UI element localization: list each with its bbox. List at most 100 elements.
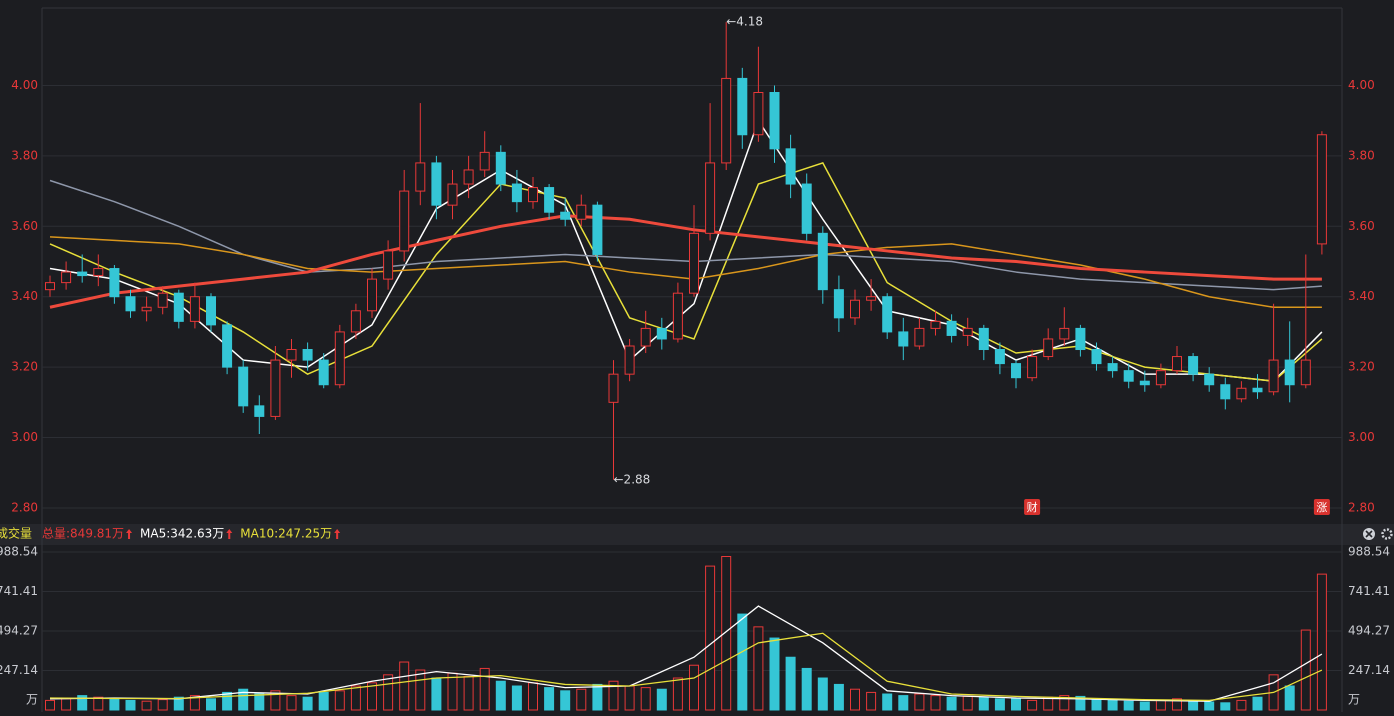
y-tick-label: 741.41	[0, 584, 38, 598]
y-tick-label: 3.60	[11, 219, 38, 233]
candle-body	[61, 271, 72, 284]
ma-line	[49, 162, 1323, 382]
volume-bar	[383, 674, 394, 711]
candle-body	[1188, 356, 1199, 375]
candle-body	[1268, 359, 1279, 393]
volume-bar	[1220, 702, 1231, 711]
volume-bar	[1252, 696, 1263, 711]
volume-bar	[1284, 685, 1295, 711]
event-marker-label: 财	[1027, 500, 1038, 514]
volume-bar	[544, 687, 555, 711]
candle-body	[206, 296, 216, 326]
candle-body	[93, 268, 104, 277]
volume-bar	[946, 696, 957, 711]
volume-bar	[479, 667, 490, 711]
candle-body	[334, 331, 345, 386]
candle-body	[1155, 370, 1166, 386]
y-tick-label: 3.20	[1348, 360, 1375, 374]
candle-body	[737, 77, 748, 136]
candle-body	[318, 359, 329, 386]
candle-body	[383, 250, 394, 280]
event-marker	[1024, 499, 1041, 515]
volume-bar	[833, 683, 844, 711]
y-tick-label: 494.27	[0, 623, 38, 637]
volume-bar	[109, 698, 120, 711]
volume-bar	[1107, 699, 1118, 711]
volume-bar	[817, 677, 828, 711]
candle-body	[801, 183, 812, 234]
y-tick-label: 3.00	[1348, 430, 1375, 444]
candle-body	[45, 282, 55, 291]
volume-bar	[463, 675, 474, 711]
volume-bar	[850, 688, 860, 711]
candle-body	[302, 349, 313, 361]
candle-body	[1043, 338, 1054, 358]
candle-body	[672, 292, 683, 340]
volume-bar	[334, 690, 345, 711]
candle-body	[1316, 134, 1327, 245]
volume-bar	[721, 556, 732, 711]
candle-body	[624, 345, 635, 375]
candle-body	[1123, 370, 1134, 382]
candle-body	[270, 359, 281, 417]
candle-body	[1252, 387, 1263, 393]
candle-body	[125, 296, 136, 312]
candle-body	[463, 169, 474, 185]
settings-button[interactable]	[1381, 528, 1393, 540]
candle-body	[833, 289, 844, 319]
candle-body	[930, 320, 941, 329]
candle-body	[511, 183, 522, 203]
volume-stat: MA10:247.25万	[240, 527, 332, 541]
volume-bar	[528, 682, 538, 711]
volume-bar	[77, 695, 88, 711]
candle-body	[640, 327, 651, 347]
volume-bar	[495, 680, 506, 711]
y-tick-label: 247.14	[1348, 663, 1390, 677]
candle-body	[753, 92, 764, 136]
candle-body	[592, 204, 603, 255]
candle-body	[495, 151, 506, 185]
volume-bar	[45, 699, 55, 711]
candle-body	[77, 271, 88, 277]
volume-bar	[431, 677, 442, 711]
volume-bar	[189, 695, 200, 711]
candle-body	[399, 190, 410, 252]
candle-body	[286, 349, 297, 361]
volume-bar	[1172, 698, 1182, 711]
y-tick-label: 4.00	[11, 78, 38, 92]
ma-line	[49, 632, 1323, 702]
candle-body	[431, 162, 442, 206]
ma-line	[49, 605, 1323, 702]
up-arrow	[226, 529, 233, 539]
volume-bar	[1204, 701, 1215, 711]
y-tick-label: 988.54	[1348, 544, 1390, 558]
candle-body	[222, 324, 233, 368]
candle-body	[415, 162, 426, 192]
volume-bar	[1075, 695, 1086, 711]
candle-body	[447, 183, 458, 206]
candle-body	[1091, 349, 1102, 365]
volume-bar	[367, 682, 377, 711]
volume-header-bar	[0, 524, 1394, 545]
unit-label: 万	[26, 693, 38, 707]
candle-body	[1059, 327, 1070, 340]
volume-stat: 总量:849.81万	[42, 527, 124, 541]
volume-bar	[560, 690, 571, 711]
volume-bar	[1316, 573, 1327, 711]
volume-bar	[640, 687, 651, 711]
volume-bar	[302, 696, 313, 711]
y-tick-label: 3.80	[11, 148, 38, 162]
volume-bar	[1236, 699, 1247, 711]
unit-label: 万	[1348, 693, 1360, 707]
volume-bar	[753, 626, 764, 711]
y-tick-label: 988.54	[0, 544, 38, 558]
ma-line	[49, 118, 1323, 382]
volume-bar	[801, 667, 812, 711]
volume-bar	[157, 699, 168, 711]
volume-bar	[785, 656, 796, 711]
candle-body	[157, 292, 168, 308]
volume-bar	[689, 664, 699, 711]
price-annotation: ←2.88	[614, 472, 651, 486]
